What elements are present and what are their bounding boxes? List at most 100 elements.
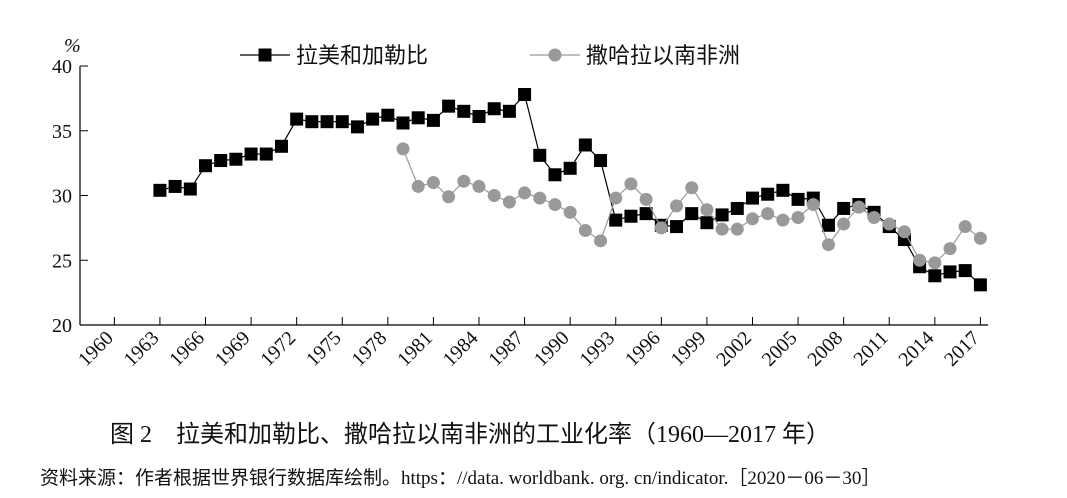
y-tick-label: 25	[52, 250, 72, 272]
data-point	[563, 205, 577, 219]
data-point	[350, 120, 364, 134]
data-point	[533, 191, 547, 205]
data-point	[958, 220, 972, 234]
data-point	[609, 191, 623, 205]
data-point	[882, 217, 896, 231]
y-tick-label: 30	[52, 186, 72, 208]
data-point	[274, 139, 288, 153]
data-point	[199, 159, 213, 173]
series-line	[159, 93, 981, 286]
x-tick-label: 1975	[302, 327, 346, 371]
data-point	[563, 161, 577, 175]
data-point	[518, 87, 532, 101]
data-point	[624, 177, 638, 191]
series-line	[402, 148, 981, 264]
data-point	[244, 147, 258, 161]
data-point	[305, 115, 319, 129]
data-point	[776, 213, 790, 227]
x-tick-label: 2017	[940, 327, 984, 371]
data-point	[745, 212, 759, 226]
data-point	[442, 190, 456, 204]
data-point	[214, 154, 228, 168]
data-point	[457, 104, 471, 118]
data-point	[700, 216, 714, 230]
x-tick-label: 1981	[393, 327, 437, 371]
data-point	[913, 253, 927, 267]
data-point	[791, 211, 805, 225]
data-point	[502, 104, 516, 118]
data-point	[335, 115, 349, 129]
data-point	[806, 198, 820, 212]
data-point	[624, 209, 638, 223]
data-point	[761, 207, 775, 221]
data-point	[852, 200, 866, 214]
data-point	[761, 187, 775, 201]
data-point	[396, 116, 410, 130]
data-point	[258, 48, 272, 62]
data-point	[837, 217, 851, 231]
data-point	[259, 147, 273, 161]
data-point	[487, 102, 501, 116]
y-tick-label: 20	[52, 315, 72, 337]
data-point	[730, 201, 744, 215]
data-point	[472, 179, 486, 193]
data-point	[594, 154, 608, 168]
x-tick-label: 1966	[165, 327, 209, 371]
data-point	[973, 278, 987, 292]
x-tick-label: 2008	[803, 327, 847, 371]
data-point	[366, 112, 380, 126]
data-point	[442, 99, 456, 113]
data-point	[426, 176, 440, 190]
legend-label: 拉美和加勒比	[296, 43, 428, 68]
data-point	[958, 264, 972, 278]
data-point	[548, 168, 562, 182]
data-point	[700, 203, 714, 217]
x-tick-label: 1993	[575, 327, 619, 371]
data-point	[821, 238, 835, 252]
data-point	[776, 183, 790, 197]
data-point	[715, 208, 729, 222]
data-point	[229, 152, 243, 166]
data-point	[578, 138, 592, 152]
data-point	[639, 207, 653, 221]
data-point	[973, 231, 987, 245]
data-point	[457, 174, 471, 188]
x-tick-label: 1978	[348, 327, 392, 371]
data-point	[168, 179, 182, 193]
data-point	[472, 110, 486, 124]
data-point	[548, 48, 562, 62]
data-point	[533, 148, 547, 162]
x-tick-label: 2014	[895, 327, 939, 371]
data-point	[381, 108, 395, 122]
y-tick-label: 35	[52, 121, 72, 143]
data-point	[548, 198, 562, 212]
data-point	[730, 222, 744, 236]
data-point	[685, 181, 699, 195]
source-note: 资料来源：作者根据世界银行数据库绘制。https：//data. worldba…	[40, 467, 880, 489]
data-point	[867, 211, 881, 225]
data-point	[396, 142, 410, 156]
data-point	[320, 115, 334, 129]
data-point	[639, 192, 653, 206]
data-point	[837, 201, 851, 215]
data-point	[928, 269, 942, 283]
data-point	[411, 179, 425, 193]
data-point	[502, 195, 516, 209]
y-tick-label: 40	[52, 56, 72, 78]
x-tick-label: 1996	[621, 327, 665, 371]
data-point	[670, 199, 684, 213]
data-point	[411, 111, 425, 125]
data-point	[943, 242, 957, 256]
x-tick-label: 1987	[484, 327, 528, 371]
x-tick-label: 1969	[211, 327, 255, 371]
data-point	[183, 182, 197, 196]
x-tick-label: 1999	[667, 327, 711, 371]
x-tick-label: 2002	[712, 327, 756, 371]
data-point	[791, 192, 805, 206]
data-point	[821, 218, 835, 232]
x-tick-label: 1990	[530, 327, 574, 371]
x-tick-label: 1972	[256, 327, 300, 371]
data-point	[578, 223, 592, 237]
data-point	[670, 220, 684, 234]
